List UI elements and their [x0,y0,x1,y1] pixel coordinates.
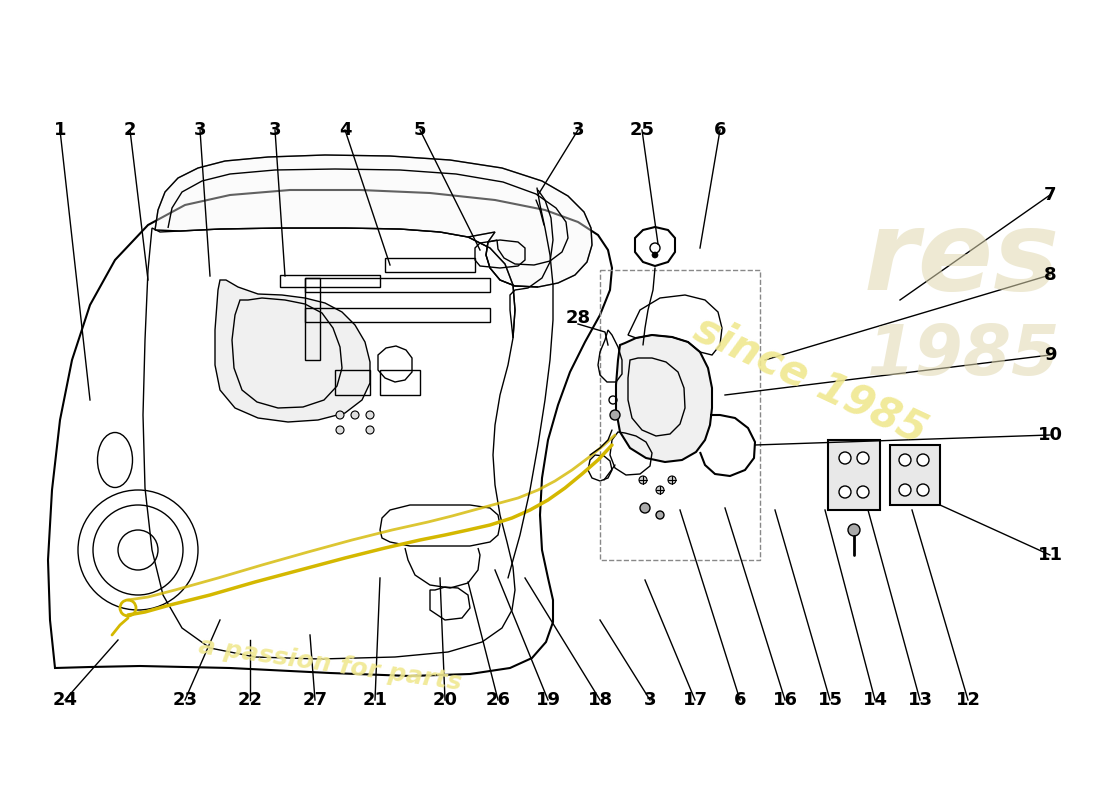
Circle shape [917,454,930,466]
Circle shape [610,410,620,420]
Circle shape [366,426,374,434]
Text: 14: 14 [862,691,888,709]
Polygon shape [214,280,370,422]
Circle shape [639,476,647,484]
Polygon shape [155,155,592,287]
Circle shape [652,252,658,258]
Circle shape [351,411,359,419]
Text: since 1985: since 1985 [686,308,933,452]
Text: 22: 22 [238,691,263,709]
Text: 2: 2 [123,121,136,139]
Circle shape [366,411,374,419]
Circle shape [857,486,869,498]
Text: 1: 1 [54,121,66,139]
Text: 28: 28 [565,309,591,327]
Text: 9: 9 [1044,346,1056,364]
Text: 20: 20 [432,691,458,709]
Text: 16: 16 [772,691,798,709]
Circle shape [656,486,664,494]
Text: 15: 15 [817,691,843,709]
Text: 3: 3 [268,121,282,139]
Text: 5: 5 [414,121,427,139]
Text: 3: 3 [644,691,657,709]
Circle shape [656,511,664,519]
Circle shape [857,452,869,464]
Text: 27: 27 [302,691,328,709]
Text: 11: 11 [1037,546,1063,564]
Text: 10: 10 [1037,426,1063,444]
Text: 8: 8 [1044,266,1056,284]
Circle shape [668,476,676,484]
Text: 7: 7 [1044,186,1056,204]
Text: 19: 19 [536,691,561,709]
Text: 18: 18 [587,691,613,709]
Text: 13: 13 [908,691,933,709]
Text: 17: 17 [682,691,707,709]
Text: 6: 6 [734,691,746,709]
Circle shape [640,503,650,513]
Text: 3: 3 [572,121,584,139]
Circle shape [336,426,344,434]
Text: 1985: 1985 [867,322,1060,389]
Text: 4: 4 [339,121,351,139]
Text: 12: 12 [956,691,980,709]
Text: 26: 26 [485,691,510,709]
Circle shape [336,411,344,419]
Polygon shape [616,335,712,462]
Text: 24: 24 [53,691,77,709]
Text: 3: 3 [194,121,207,139]
Circle shape [848,524,860,536]
Circle shape [899,454,911,466]
Text: 6: 6 [714,121,726,139]
Circle shape [839,486,851,498]
Text: 25: 25 [629,121,654,139]
Polygon shape [890,445,940,505]
Text: 23: 23 [173,691,198,709]
Circle shape [917,484,930,496]
Circle shape [899,484,911,496]
Text: a passion for parts: a passion for parts [197,634,463,695]
Circle shape [839,452,851,464]
Text: res: res [864,206,1060,314]
Polygon shape [828,440,880,510]
Text: 21: 21 [363,691,387,709]
